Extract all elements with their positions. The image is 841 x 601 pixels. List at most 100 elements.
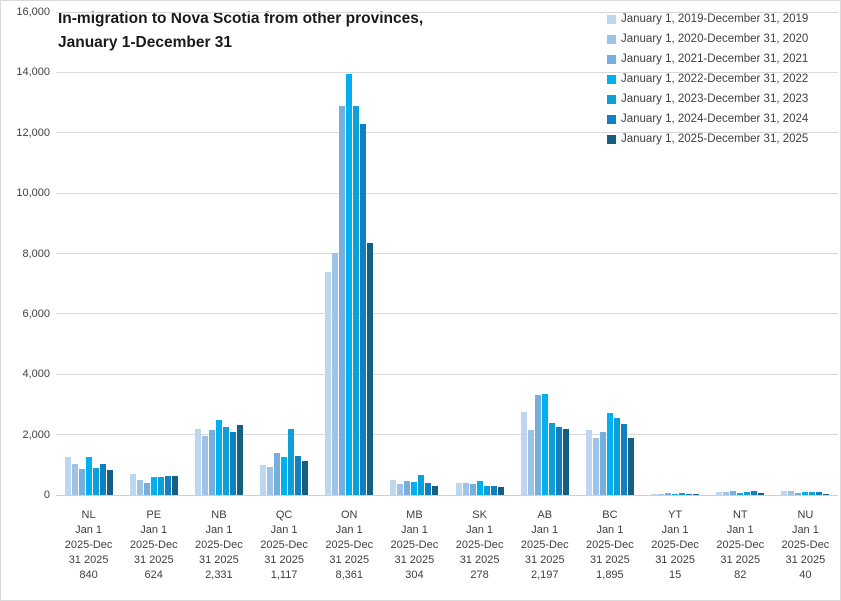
x-axis-tick-label: YT Jan 1 2025-Dec 31 2025 15 — [643, 508, 708, 583]
x-axis-tick-label: BC Jan 1 2025-Dec 31 2025 1,895 — [577, 508, 642, 583]
x-tick-line1: PE — [146, 509, 162, 521]
bar-PE-2024 — [165, 476, 171, 495]
bar-NU-2021 — [795, 493, 801, 495]
bar-NT-2024 — [751, 491, 757, 495]
legend-label: January 1, 2019-December 31, 2019 — [621, 13, 809, 25]
x-tick-line3: 2025-Dec — [520, 539, 569, 551]
bar-NB-2023 — [223, 427, 229, 495]
x-tick-line5: 82 — [734, 569, 747, 581]
x-axis-tick-label: QC Jan 1 2025-Dec 31 2025 1,117 — [252, 508, 317, 583]
bar-YT-2019 — [651, 494, 657, 495]
bar-NU-2019 — [781, 491, 787, 495]
x-tick-line2: Jan 1 — [531, 524, 559, 536]
bar-NL-2025 — [107, 470, 113, 495]
bar-ON-2019 — [325, 272, 331, 495]
x-axis-line — [56, 494, 838, 496]
x-tick-line4: 31 2025 — [264, 554, 304, 566]
bar-QC-2020 — [267, 467, 273, 495]
bar-NT-2023 — [744, 492, 750, 495]
bar-PE-2019 — [130, 474, 136, 495]
legend-item-2020: January 1, 2020-December 31, 2020 — [607, 29, 808, 49]
y-axis-tick-label: 10,000 — [16, 187, 50, 200]
legend-label: January 1, 2024-December 31, 2024 — [621, 113, 809, 125]
legend-item-2025: January 1, 2025-December 31, 2025 — [607, 129, 808, 149]
legend-label: January 1, 2021-December 31, 2021 — [621, 53, 809, 65]
bar-ON-2025 — [367, 243, 373, 495]
bar-AB-2019 — [521, 412, 527, 495]
x-tick-line5: 278 — [470, 569, 489, 581]
x-tick-line4: 31 2025 — [394, 554, 435, 566]
legend-item-2022: January 1, 2022-December 31, 2022 — [607, 69, 808, 89]
bar-ON-2023 — [353, 106, 359, 495]
bar-QC-2025 — [302, 461, 308, 495]
x-tick-line1: MB — [406, 509, 423, 521]
bar-NT-2021 — [730, 491, 736, 495]
bar-AB-2025 — [563, 429, 569, 495]
bar-AB-2024 — [556, 427, 562, 495]
x-tick-line4: 31 2025 — [329, 554, 370, 566]
bar-SK-2024 — [491, 486, 497, 495]
bar-NL-2020 — [72, 464, 78, 495]
x-tick-line5: 40 — [799, 569, 812, 581]
bar-NB-2020 — [202, 436, 208, 495]
y-axis-tick-label: 4,000 — [22, 368, 50, 381]
x-axis-tick-label: PE Jan 1 2025-Dec 31 2025 624 — [121, 508, 186, 583]
x-axis-tick-label: NB Jan 1 2025-Dec 31 2025 2,331 — [186, 508, 251, 583]
x-tick-line5: 8,361 — [335, 569, 363, 581]
legend-item-2021: January 1, 2021-December 31, 2021 — [607, 49, 808, 69]
bar-ON-2021 — [339, 106, 345, 495]
legend-swatch-icon — [607, 74, 616, 84]
bar-NL-2021 — [79, 469, 85, 495]
bar-YT-2023 — [679, 493, 685, 495]
bar-NU-2020 — [788, 491, 794, 495]
x-tick-line5: 2,331 — [205, 569, 233, 581]
bar-ON-2020 — [332, 253, 338, 495]
legend-item-2024: January 1, 2024-December 31, 2024 — [607, 109, 808, 129]
bar-PE-2021 — [144, 483, 150, 495]
x-tick-line2: Jan 1 — [596, 524, 624, 536]
bar-PE-2020 — [137, 480, 143, 495]
gridline — [56, 434, 838, 436]
bar-BC-2024 — [621, 424, 627, 495]
bar-PE-2025 — [172, 476, 178, 495]
x-axis-tick-label: NU Jan 1 2025-Dec 31 2025 40 — [773, 508, 838, 583]
bar-PE-2023 — [158, 477, 164, 495]
bar-SK-2025 — [498, 487, 504, 495]
bar-YT-2024 — [686, 494, 692, 495]
x-tick-line2: Jan 1 — [205, 524, 233, 536]
bar-NU-2024 — [816, 492, 822, 495]
gridline — [56, 373, 838, 375]
bar-YT-2022 — [672, 494, 678, 495]
bar-QC-2021 — [274, 453, 280, 495]
bar-NB-2021 — [209, 430, 215, 495]
x-tick-line5: 304 — [405, 569, 424, 581]
x-tick-line2: Jan 1 — [140, 524, 168, 536]
bar-MB-2022 — [411, 482, 417, 495]
bar-NT-2022 — [737, 493, 743, 495]
y-axis-tick-label: 14,000 — [16, 66, 50, 79]
bar-SK-2023 — [484, 486, 490, 495]
bar-NB-2024 — [230, 432, 236, 495]
gridline — [56, 192, 838, 194]
legend-swatch-icon — [607, 14, 616, 24]
legend-label: January 1, 2023-December 31, 2023 — [621, 93, 809, 105]
bar-NB-2022 — [216, 420, 222, 495]
legend-item-2019: January 1, 2019-December 31, 2019 — [607, 9, 808, 29]
bar-SK-2021 — [470, 484, 476, 495]
bar-BC-2021 — [600, 432, 606, 495]
y-axis-tick-label: 16,000 — [16, 6, 50, 18]
bar-NL-2022 — [86, 457, 92, 495]
x-tick-line2: Jan 1 — [335, 524, 363, 536]
bar-NL-2024 — [100, 464, 106, 495]
chart-title-line2: January 1-December 31 — [58, 34, 233, 51]
x-tick-line5: 15 — [668, 569, 682, 581]
x-tick-line2: Jan 1 — [466, 524, 494, 536]
bar-SK-2022 — [477, 481, 483, 495]
legend: January 1, 2019-December 31, 2019 January… — [607, 9, 808, 149]
x-tick-line2: Jan 1 — [75, 524, 103, 536]
x-tick-line4: 31 2025 — [655, 554, 695, 566]
x-tick-line1: BC — [602, 509, 618, 521]
x-tick-line1: NT — [732, 509, 748, 521]
bar-YT-2025 — [693, 494, 699, 495]
